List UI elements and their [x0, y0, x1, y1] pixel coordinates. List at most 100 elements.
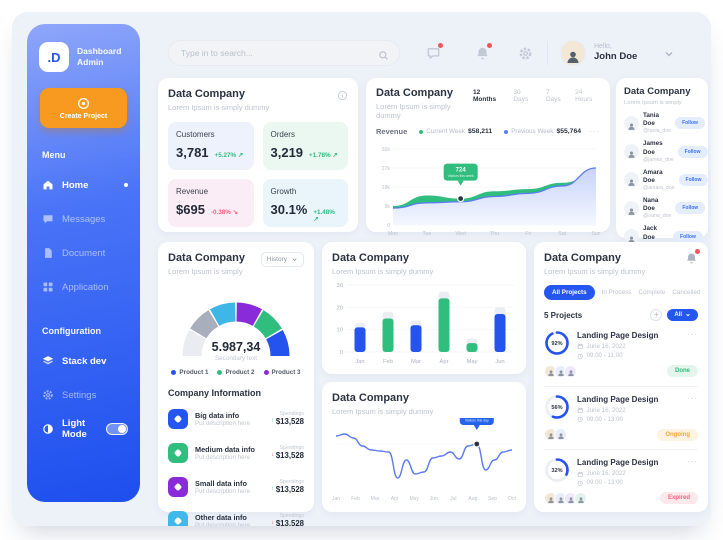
amount-value: $13,528: [275, 417, 304, 427]
sidebar-item-label: Settings: [62, 389, 97, 401]
search-input[interactable]: [179, 47, 378, 59]
legend-dot: [419, 129, 424, 134]
spendings-label: Spendings: [279, 478, 304, 485]
time-text: 09:00 - 13:00: [586, 479, 623, 487]
svg-text:56%: 56%: [551, 405, 562, 411]
gauge-legend-product-1: Product 1: [171, 369, 208, 376]
stat-label: Revenue: [176, 187, 209, 196]
info-icon[interactable]: [337, 88, 348, 101]
company-information-title: Company Information: [168, 388, 262, 398]
contrast-icon: [42, 423, 54, 435]
more-menu[interactable]: ···: [687, 330, 698, 339]
stat-tile-orders[interactable]: Orders 3,219 +1.78% ↗: [262, 122, 348, 170]
range-tab-7-days[interactable]: 7 Days: [545, 89, 561, 103]
create-project-button[interactable]: Create Project: [40, 88, 127, 128]
avatar: [554, 428, 567, 442]
svg-text:10: 10: [337, 328, 343, 334]
bell-icon[interactable]: [685, 249, 700, 265]
sidebar: .D Dashboard Admin Create Project Menu H…: [27, 24, 140, 502]
svg-text:Sat: Sat: [558, 231, 566, 237]
follow-button[interactable]: Follow: [675, 117, 705, 130]
project-tab-all-projects[interactable]: All Projects: [544, 285, 595, 300]
svg-text:30: 30: [337, 283, 343, 289]
svg-text:27k: 27k: [382, 166, 391, 172]
data-info-icon: [168, 409, 188, 429]
filter-all-button[interactable]: All: [667, 309, 698, 321]
sidebar-item-stack-dev[interactable]: Stack dev: [27, 344, 140, 378]
projects-card: Data Company Lorem Ipsum is simply dummy…: [534, 242, 708, 512]
app-container: .D Dashboard Admin Create Project Menu H…: [12, 12, 711, 526]
range-tab-24-hours[interactable]: 24 Hours: [575, 89, 593, 103]
info-row-other-data-info[interactable]: Other data info Put description here Spend…: [168, 508, 304, 526]
bell-icon[interactable]: [475, 42, 492, 61]
user-row-amara-doe[interactable]: Amara Doe @amara_doe Follow: [624, 169, 709, 191]
avatar: [624, 229, 639, 245]
info-row-small-data-info[interactable]: Small data info Put description here Spend…: [168, 474, 304, 500]
legend-item-current-week: Current Week $58,211: [419, 128, 492, 135]
avatar: [564, 491, 577, 505]
assignee-avatars: [544, 364, 577, 378]
header-right: Hello, John Doe: [426, 36, 702, 70]
sidebar-item-document[interactable]: Document: [27, 236, 140, 270]
chat-icon[interactable]: [426, 42, 443, 61]
project-name: Landing Page Design: [577, 458, 659, 468]
config-items: Stack dev Settings: [27, 344, 140, 412]
follow-button[interactable]: Follow: [675, 202, 706, 215]
user-row-james-doe[interactable]: James Doe @james_doe Follow: [624, 140, 708, 163]
project-tab-cancelled[interactable]: Cancelled: [672, 289, 701, 296]
range-tab-12-months[interactable]: 12 Months: [472, 89, 497, 103]
chevron-down-icon[interactable]: [663, 47, 675, 59]
user-name: John Doe: [594, 51, 638, 63]
add-project-button[interactable]: +: [650, 309, 663, 321]
follow-button[interactable]: Follow: [673, 230, 703, 243]
info-row-medium-data-info[interactable]: Medium data info Put description here Spen…: [168, 440, 304, 466]
projects-count-row: 5 Projects + All: [544, 309, 698, 321]
more-menu[interactable]: ···: [687, 393, 698, 403]
svg-text:9k: 9k: [385, 204, 391, 210]
card-title: Data Company: [168, 88, 246, 100]
info-name: Other data info: [195, 512, 247, 522]
home-icon: [42, 179, 54, 191]
svg-text:32%: 32%: [551, 468, 562, 474]
sidebar-item-application[interactable]: Application: [27, 270, 140, 304]
follow-button[interactable]: Follow: [678, 173, 709, 186]
svg-text:Visitors this week: Visitors this week: [448, 174, 474, 178]
sidebar-item-light-mode[interactable]: Light Mode: [27, 412, 140, 446]
gear-icon[interactable]: [518, 46, 533, 61]
gauge-secondary-text: Secondary text: [214, 355, 257, 362]
svg-text:May: May: [409, 496, 419, 502]
stat-tile-customers[interactable]: Customers 3,781 +5.27% ↗: [168, 122, 254, 170]
search-icon[interactable]: [378, 48, 389, 60]
company-information-list: Big data info Put description here Spendin…: [168, 406, 304, 526]
svg-text:Sep: Sep: [488, 496, 497, 502]
stat-tile-revenue[interactable]: Revenue $695 -0.38% ↘: [168, 179, 254, 227]
info-row-big-data-info[interactable]: Big data info Put description here Spendin…: [168, 406, 304, 432]
more-menu[interactable]: ···: [589, 127, 600, 136]
legend-name: Previous Week: [511, 128, 554, 135]
sidebar-item-settings[interactable]: Settings: [27, 378, 140, 412]
project-tab-in-process[interactable]: In Process: [601, 289, 632, 296]
user-avatar[interactable]: [560, 40, 586, 66]
project-tab-complete[interactable]: Complete: [638, 289, 666, 296]
user-row-tania-doe[interactable]: Tania Doe @tania_doe Follow: [624, 112, 705, 134]
follow-button[interactable]: Follow: [677, 145, 708, 158]
stat-tile-growth[interactable]: Growth 30.1% +1.48% ↗: [262, 179, 348, 227]
range-tabs: 12 Months 30 Days 7 Days 24 Hours: [473, 87, 600, 103]
bar-chart-card: Data Company Lorem Ipsum is simply dummy…: [322, 242, 526, 374]
light-mode-toggle[interactable]: [106, 423, 128, 435]
history-dropdown[interactable]: History: [260, 252, 304, 267]
svg-text:Fri: Fri: [525, 231, 531, 237]
amount-value: $13,528: [275, 451, 304, 461]
stat-label: Customers: [176, 130, 215, 139]
notification-dot: [695, 249, 700, 254]
user-handle: @james_doe: [643, 156, 674, 163]
range-tab-30-days[interactable]: 30 Days: [513, 89, 529, 103]
menu-section-label: Menu: [42, 150, 66, 160]
sidebar-item-messages[interactable]: Messages: [27, 202, 140, 236]
users-card: Data Company Lorem Ipsum is simply Tania…: [616, 78, 709, 271]
svg-text:Visitors this day: Visitors this day: [465, 419, 489, 423]
sidebar-item-home[interactable]: Home: [27, 168, 140, 202]
user-row-nana-doe[interactable]: Nana Doe @nana_doe Follow: [624, 197, 706, 219]
sidebar-item-label: Home: [62, 179, 89, 191]
more-menu[interactable]: ···: [687, 457, 698, 467]
